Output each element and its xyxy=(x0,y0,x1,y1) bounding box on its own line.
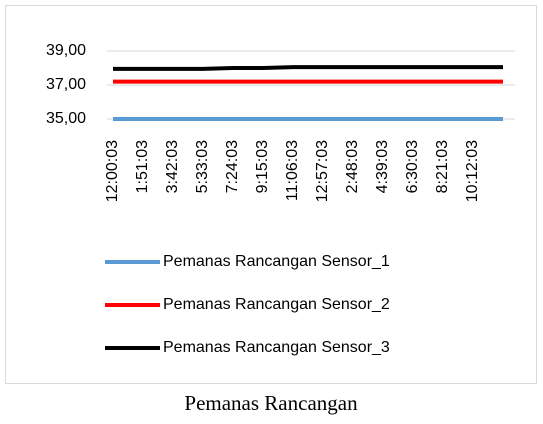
x-tick-label: 9:15:03 xyxy=(254,140,271,193)
x-tick-label: 4:39:03 xyxy=(374,140,391,193)
x-tick-label: 2:48:03 xyxy=(344,140,361,193)
x-tick-label: 8:21:03 xyxy=(434,140,451,193)
x-tick-label: 6:30:03 xyxy=(404,140,421,193)
x-tick-label: 5:33:03 xyxy=(194,140,211,193)
x-tick-label: 1:51:03 xyxy=(134,140,151,193)
x-tick-label: 11:06:03 xyxy=(284,140,301,201)
legend-label: Pemanas Rancangan Sensor_3 xyxy=(163,339,390,356)
legend-label: Pemanas Rancangan Sensor_2 xyxy=(163,296,390,313)
x-tick-label: 12:57:03 xyxy=(314,140,331,202)
legend-label: Pemanas Rancangan Sensor_1 xyxy=(163,253,390,270)
series-line xyxy=(113,65,503,71)
y-tick-label: 39,00 xyxy=(46,42,86,59)
x-tick-label: 7:24:03 xyxy=(224,140,241,193)
x-tick-label: 12:00:03 xyxy=(104,140,121,202)
y-tick-label: 37,00 xyxy=(46,76,86,93)
chart-frame xyxy=(5,5,537,384)
x-tick-label: 3:42:03 xyxy=(164,140,181,193)
x-tick-label: 10:12:03 xyxy=(464,140,481,202)
caption: Pemanas Rancangan xyxy=(184,391,358,415)
y-tick-label: 35,00 xyxy=(46,110,86,127)
